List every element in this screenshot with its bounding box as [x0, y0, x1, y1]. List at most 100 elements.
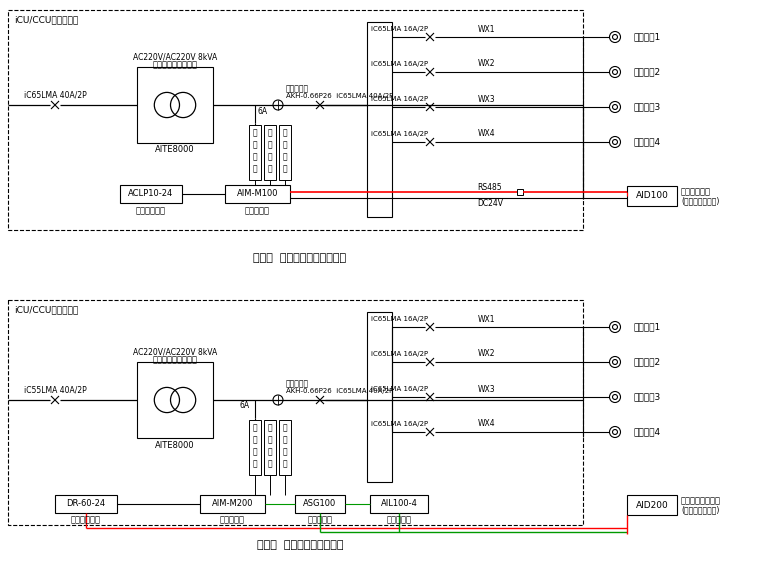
- Text: 温: 温: [268, 128, 272, 138]
- Circle shape: [609, 137, 621, 147]
- Text: 缘: 缘: [252, 435, 257, 445]
- Text: 电流互感器: 电流互感器: [286, 85, 309, 93]
- Circle shape: [612, 139, 618, 145]
- Text: iC65LMA 16A/2P: iC65LMA 16A/2P: [371, 131, 428, 137]
- Text: 测: 测: [283, 460, 287, 468]
- Text: WX3: WX3: [478, 94, 496, 104]
- Circle shape: [609, 101, 621, 112]
- Text: AC220V/AC220V 8kVA: AC220V/AC220V 8kVA: [133, 347, 217, 357]
- Text: WX4: WX4: [478, 419, 496, 429]
- Text: 集中报警与显示仪: 集中报警与显示仪: [681, 497, 721, 506]
- Bar: [264, 125, 276, 180]
- Text: 测: 测: [252, 165, 257, 173]
- Text: iC65LMA 16A/2P: iC65LMA 16A/2P: [371, 61, 428, 67]
- Text: WX4: WX4: [478, 130, 496, 138]
- Text: 护理吊塔1: 护理吊塔1: [633, 32, 660, 41]
- Bar: [279, 420, 291, 475]
- Text: 荷: 荷: [283, 435, 287, 445]
- Text: 测: 测: [252, 460, 257, 468]
- Text: 护理吊塔3: 护理吊塔3: [633, 392, 660, 401]
- Text: iC65LMA 16A/2P: iC65LMA 16A/2P: [371, 351, 428, 357]
- Text: 负: 负: [283, 423, 287, 433]
- Text: 绝: 绝: [252, 128, 257, 138]
- Text: 绝缘监测仪: 绝缘监测仪: [220, 516, 245, 525]
- Circle shape: [612, 359, 618, 365]
- Text: 信号发生器: 信号发生器: [308, 516, 333, 525]
- Text: WX2: WX2: [478, 59, 496, 69]
- Text: 负: 负: [283, 128, 287, 138]
- Text: 绝缘监测仪: 绝缘监测仪: [245, 207, 270, 215]
- Text: 监: 监: [283, 448, 287, 457]
- Bar: [249, 420, 261, 475]
- Text: 监: 监: [268, 448, 272, 457]
- Text: 绝: 绝: [252, 423, 257, 433]
- Text: RS485: RS485: [478, 183, 503, 191]
- Text: iC65LMA 16A/2P: iC65LMA 16A/2P: [371, 316, 428, 322]
- Circle shape: [609, 32, 621, 43]
- Text: 6A: 6A: [239, 401, 249, 411]
- Text: 监: 监: [268, 153, 272, 161]
- Text: DR-60-24: DR-60-24: [67, 499, 105, 509]
- Bar: [370, 495, 428, 513]
- Text: AIM-M200: AIM-M200: [211, 499, 253, 509]
- Text: iCU/CCU隔离电源柜: iCU/CCU隔离电源柜: [14, 305, 78, 314]
- Text: 护理吊塔3: 护理吊塔3: [633, 103, 660, 112]
- Text: iC65LMA 16A/2P: iC65LMA 16A/2P: [371, 96, 428, 102]
- Text: AC220V/AC220V 8kVA: AC220V/AC220V 8kVA: [133, 52, 217, 62]
- Text: 护理吊塔4: 护理吊塔4: [633, 138, 660, 146]
- Bar: [627, 495, 677, 515]
- Text: AIM-M100: AIM-M100: [236, 190, 278, 199]
- Circle shape: [612, 35, 618, 40]
- Bar: [295, 495, 345, 513]
- Circle shape: [612, 70, 618, 74]
- Text: iC65LMA 16A/2P: iC65LMA 16A/2P: [371, 386, 428, 392]
- Circle shape: [609, 392, 621, 403]
- Bar: [367, 312, 392, 482]
- Text: 方案一  不带绝缘故障定位功能: 方案一 不带绝缘故障定位功能: [253, 253, 346, 263]
- Circle shape: [155, 388, 180, 412]
- Text: 医用单相隔离变压器: 医用单相隔离变压器: [152, 60, 198, 70]
- Text: 电流互感器: 电流互感器: [286, 380, 309, 388]
- Text: 护理吊塔2: 护理吊塔2: [633, 67, 660, 77]
- Circle shape: [609, 357, 621, 367]
- Text: 监: 监: [252, 448, 257, 457]
- Text: AITE8000: AITE8000: [155, 146, 195, 154]
- Bar: [264, 420, 276, 475]
- Bar: [55, 495, 117, 513]
- Text: (安装于手术室内): (安装于手术室内): [681, 196, 719, 206]
- Bar: [225, 185, 290, 203]
- Text: ACLP10-24: ACLP10-24: [128, 190, 174, 199]
- Text: 测: 测: [268, 460, 272, 468]
- Text: iC65LMA 16A/2P: iC65LMA 16A/2P: [371, 26, 428, 32]
- Bar: [120, 185, 182, 203]
- Text: iCU/CCU隔离电源柜: iCU/CCU隔离电源柜: [14, 16, 78, 25]
- Text: AIL100-4: AIL100-4: [381, 499, 418, 509]
- Bar: [8, 300, 583, 525]
- Bar: [367, 22, 392, 217]
- Text: AID100: AID100: [635, 191, 669, 200]
- Text: 缘: 缘: [252, 141, 257, 150]
- Circle shape: [273, 100, 283, 110]
- Text: (安装于手术室内): (安装于手术室内): [681, 506, 719, 514]
- Text: DC24V: DC24V: [477, 199, 503, 207]
- Text: 报警与显示仪: 报警与显示仪: [681, 188, 711, 196]
- Text: 直流稳压电源: 直流稳压电源: [71, 516, 101, 525]
- Text: AITE8000: AITE8000: [155, 441, 195, 449]
- Bar: [200, 495, 265, 513]
- Bar: [137, 67, 213, 143]
- Text: iC65LMA 16A/2P: iC65LMA 16A/2P: [371, 421, 428, 427]
- Text: 医用单相隔离变压器: 医用单相隔离变压器: [152, 355, 198, 365]
- Circle shape: [609, 66, 621, 78]
- Text: 测: 测: [268, 165, 272, 173]
- Circle shape: [609, 426, 621, 438]
- Text: 护理吊塔4: 护理吊塔4: [633, 427, 660, 437]
- Bar: [137, 362, 213, 438]
- Text: WX1: WX1: [478, 25, 496, 33]
- Text: 方案二  带绝缘故障定位功能: 方案二 带绝缘故障定位功能: [257, 540, 343, 550]
- Bar: [249, 125, 261, 180]
- Text: 流: 流: [268, 435, 272, 445]
- Text: 监: 监: [283, 153, 287, 161]
- Circle shape: [612, 395, 618, 400]
- Text: AKH-0.66P26  iC65LMA 40A/2P: AKH-0.66P26 iC65LMA 40A/2P: [286, 93, 393, 99]
- Bar: [8, 10, 583, 230]
